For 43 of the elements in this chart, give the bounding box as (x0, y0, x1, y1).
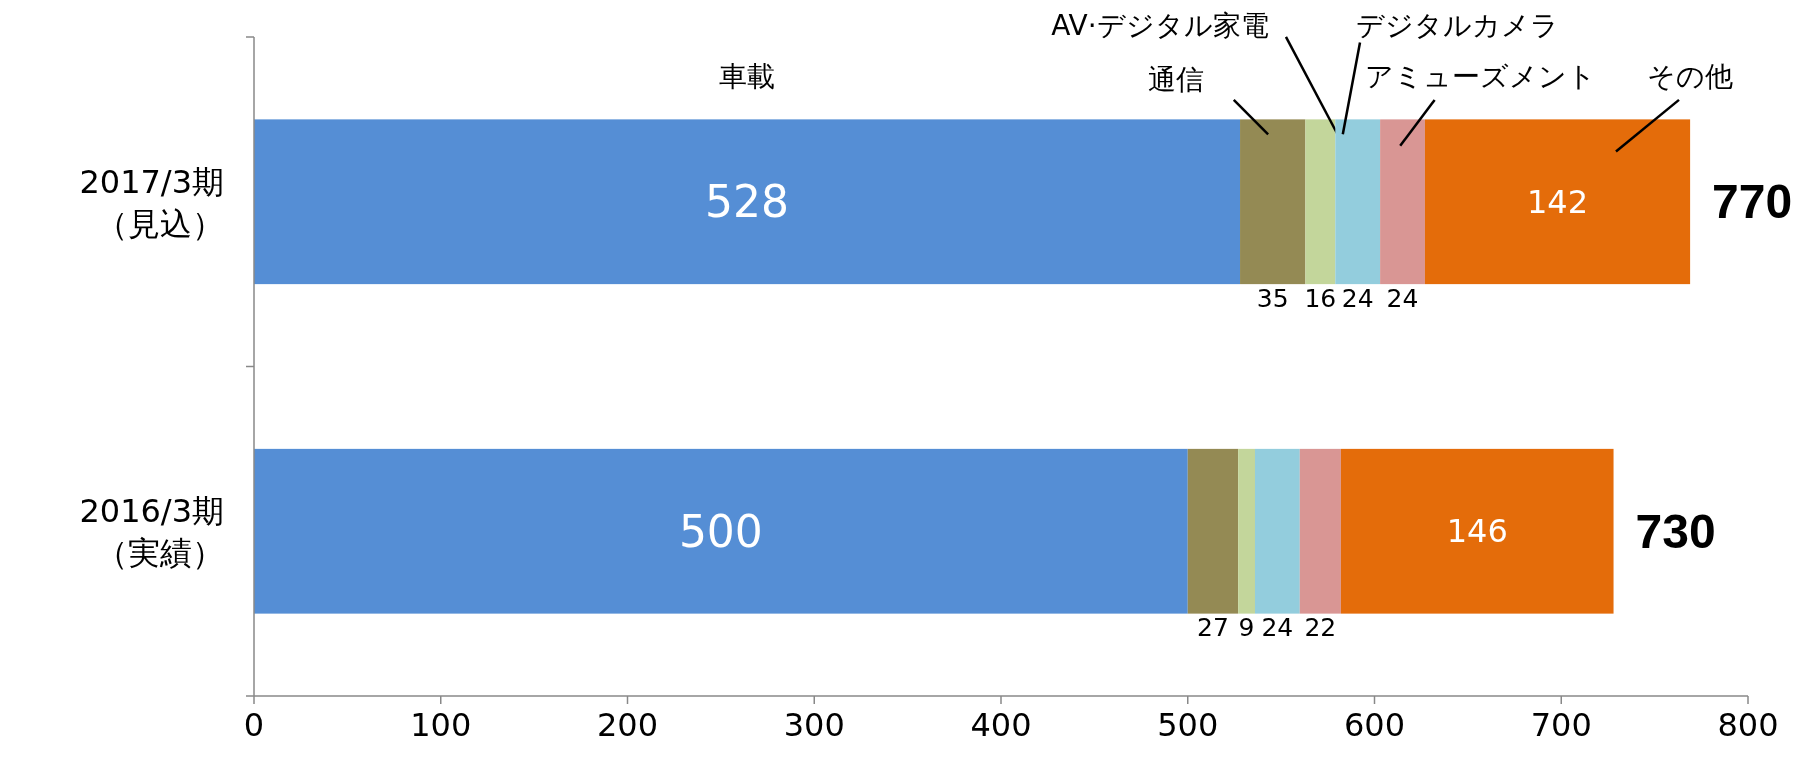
x-tick-label: 100 (410, 706, 472, 744)
x-tick-label: 600 (1343, 706, 1406, 744)
x-tick-label: 700 (1530, 706, 1592, 744)
total-label: 770 (1712, 175, 1793, 229)
x-tick-label: 200 (596, 706, 659, 744)
data-label: 16 (1304, 283, 1337, 313)
x-tick-label: 800 (1717, 706, 1779, 744)
data-label: 146 (1446, 512, 1508, 551)
bar (1380, 119, 1425, 285)
data-label: 528 (705, 176, 790, 228)
data-label: 24 (1261, 613, 1294, 643)
series-label: 通信 (1148, 62, 1205, 96)
x-tick-label: 300 (783, 706, 845, 744)
data-label: 35 (1256, 283, 1289, 313)
data-label: 22 (1304, 613, 1337, 643)
series-label: その他 (1647, 60, 1734, 94)
data-label: 24 (1341, 283, 1374, 313)
bar (1335, 119, 1381, 285)
bar (1187, 448, 1239, 614)
total-label: 730 (1635, 504, 1716, 558)
data-label: 142 (1526, 182, 1589, 221)
x-tick-label: 400 (970, 706, 1032, 744)
bar (1254, 448, 1300, 614)
bar (254, 119, 1241, 285)
bar (1424, 119, 1691, 285)
data-label: 9 (1238, 613, 1255, 643)
bar (1299, 448, 1341, 614)
data-label: 24 (1386, 283, 1419, 313)
text: AV·デジタル家電 (1051, 8, 1269, 42)
data-label: 500 (678, 505, 763, 557)
text: デジタルカメラ (1355, 8, 1559, 42)
series-label: 車載 (719, 60, 776, 94)
data-label: 27 (1197, 613, 1229, 643)
x-tick-label: 500 (1157, 706, 1219, 744)
y-tick-label: 2017/3期（見込） (79, 162, 224, 243)
bar (1340, 448, 1614, 614)
x-tick-label: 0 (243, 706, 265, 744)
series-label: アミューズメント (1364, 60, 1596, 94)
bar (1305, 119, 1336, 285)
y-tick-label: 2016/3期（実績） (79, 492, 224, 573)
bar (254, 448, 1188, 614)
bar (1238, 448, 1255, 614)
bar (1240, 119, 1306, 285)
